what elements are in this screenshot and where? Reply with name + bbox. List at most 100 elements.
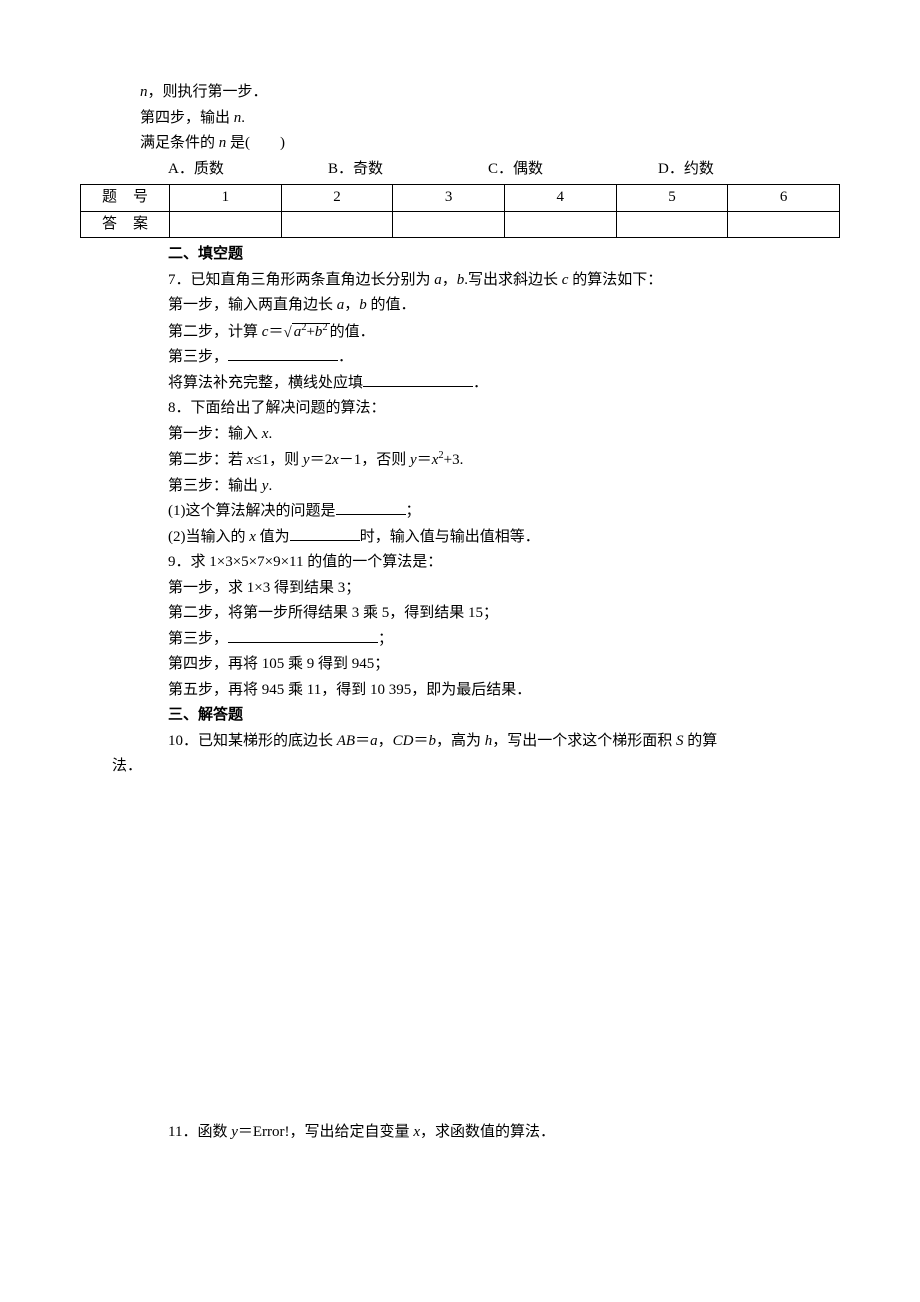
text: ≤1，则 bbox=[253, 452, 302, 468]
row-label: 题号 bbox=[81, 185, 170, 212]
q7-s1: 第一步，输入两直角边长 a，b 的值． bbox=[140, 293, 840, 319]
text: 将算法补充完整，横线处应填 bbox=[168, 375, 363, 391]
answer-cell bbox=[616, 211, 728, 238]
blank bbox=[228, 627, 378, 643]
text: ， bbox=[344, 297, 359, 313]
text: (2)当输入的 bbox=[168, 529, 249, 545]
text: ； bbox=[406, 503, 421, 519]
intro-line-1: n，则执行第一步． bbox=[140, 80, 840, 106]
col-num: 1 bbox=[170, 185, 282, 212]
text: 的算法如下： bbox=[568, 272, 662, 288]
choice-d: D．约数 bbox=[658, 157, 778, 183]
col-num: 4 bbox=[504, 185, 616, 212]
text: 的值． bbox=[367, 297, 416, 313]
q11-block: 11．函数 y＝Error!，写出给定自变量 x，求函数值的算法． bbox=[80, 1120, 840, 1146]
text: 11．函数 bbox=[168, 1124, 231, 1140]
text: 第二步：若 bbox=[168, 452, 247, 468]
var-ab: AB bbox=[337, 733, 355, 749]
text: 的值． bbox=[330, 324, 375, 340]
var-n: n bbox=[140, 84, 148, 100]
var-b: b bbox=[428, 733, 436, 749]
section-2-title: 二、填空题 bbox=[140, 242, 840, 268]
plus: + bbox=[306, 324, 314, 340]
text: 满足条件的 bbox=[140, 135, 219, 151]
q9-s3: 第三步， ； bbox=[140, 627, 840, 653]
var-cd: CD bbox=[393, 733, 414, 749]
blank bbox=[363, 371, 473, 387]
text: . bbox=[241, 110, 245, 126]
text: 的算 bbox=[684, 733, 718, 749]
text: ，高为 bbox=[436, 733, 485, 749]
q10-line1: 10．已知某梯形的底边长 AB＝a，CD＝b，高为 h，写出一个求这个梯形面积 … bbox=[140, 729, 840, 755]
var-x: x bbox=[332, 452, 339, 468]
sqrt-icon: a2+b2 bbox=[283, 319, 329, 346]
text: .写出求斜边长 bbox=[464, 272, 562, 288]
row-label: 答案 bbox=[81, 211, 170, 238]
eq: ＝ bbox=[355, 733, 370, 749]
col-num: 6 bbox=[728, 185, 840, 212]
text: 第三步， bbox=[168, 631, 228, 647]
text: 10．已知某梯形的底边长 bbox=[168, 733, 337, 749]
text: +3. bbox=[444, 452, 464, 468]
text: ，则执行第一步． bbox=[148, 84, 268, 100]
answer-table: 题号 1 2 3 4 5 6 答案 bbox=[80, 184, 840, 238]
eq: ＝ bbox=[268, 324, 283, 340]
col-num: 2 bbox=[281, 185, 393, 212]
text: ，求函数值的算法． bbox=[420, 1124, 555, 1140]
q11-line: 11．函数 y＝Error!，写出给定自变量 x，求函数值的算法． bbox=[140, 1120, 840, 1146]
q7-s3: 第三步，． bbox=[140, 345, 840, 371]
q9-head: 9．求 1×3×5×7×9×11 的值的一个算法是： bbox=[140, 550, 840, 576]
q7-s2: 第二步，计算 c＝a2+b2的值． bbox=[140, 319, 840, 346]
col-num: 5 bbox=[616, 185, 728, 212]
answer-cell bbox=[728, 211, 840, 238]
intro-line-3: 满足条件的 n 是( ) bbox=[140, 131, 840, 157]
intro-line-2: 第四步，输出 n. bbox=[140, 106, 840, 132]
q8-head: 8．下面给出了解决问题的算法： bbox=[140, 396, 840, 422]
content-block: n，则执行第一步． 第四步，输出 n. 满足条件的 n 是( ) A．质数 B．… bbox=[80, 80, 840, 182]
text: 值为 bbox=[256, 529, 290, 545]
q8-s1: 第一步：输入 x. bbox=[140, 422, 840, 448]
choice-a: A．质数 bbox=[168, 157, 328, 183]
table-row: 答案 bbox=[81, 211, 840, 238]
text: ； bbox=[378, 631, 393, 647]
var-a: a bbox=[434, 272, 442, 288]
q7-head: 7．已知直角三角形两条直角边长分别为 a，b.写出求斜边长 c 的算法如下： bbox=[140, 268, 840, 294]
q9-s4: 第四步，再将 105 乘 9 得到 945； bbox=[140, 652, 840, 678]
text: 第四步，输出 bbox=[140, 110, 234, 126]
text: . bbox=[268, 426, 272, 442]
q9-s1: 第一步，求 1×3 得到结果 3； bbox=[140, 576, 840, 602]
text: ． bbox=[338, 349, 353, 365]
answer-cell bbox=[504, 211, 616, 238]
q9-s2: 第二步，将第一步所得结果 3 乘 5，得到结果 15； bbox=[140, 601, 840, 627]
text: ，写出一个求这个梯形面积 bbox=[492, 733, 676, 749]
col-num: 3 bbox=[393, 185, 505, 212]
text: ＝ bbox=[417, 452, 432, 468]
answer-cell bbox=[170, 211, 282, 238]
text: . bbox=[268, 478, 272, 494]
answer-cell bbox=[281, 211, 393, 238]
radicand: a2+b2 bbox=[292, 323, 330, 340]
text: ，写出给定自变量 bbox=[290, 1124, 414, 1140]
text: ＝2 bbox=[310, 452, 333, 468]
var-a: a bbox=[370, 733, 378, 749]
blank bbox=[290, 525, 360, 541]
var-x: x bbox=[413, 1124, 420, 1140]
content-block-2: 二、填空题 7．已知直角三角形两条直角边长分别为 a，b.写出求斜边长 c 的算… bbox=[80, 242, 840, 754]
text: ， bbox=[442, 272, 457, 288]
text: 时，输入值与输出值相等． bbox=[360, 529, 540, 545]
q10-line2: 法． bbox=[80, 754, 840, 780]
text: 第二步，计算 bbox=[168, 324, 262, 340]
text: 第三步：输出 bbox=[168, 478, 262, 494]
var-s: S bbox=[676, 733, 684, 749]
q8-s2: 第二步：若 x≤1，则 y＝2x－1，否则 y＝x2+3. bbox=[140, 447, 840, 474]
text: ． bbox=[473, 375, 488, 391]
text: (1)这个算法解决的问题是 bbox=[168, 503, 336, 519]
section-3-title: 三、解答题 bbox=[140, 703, 840, 729]
var-y: y bbox=[410, 452, 417, 468]
q7-fill: 将算法补充完整，横线处应填 ． bbox=[140, 371, 840, 397]
text: 第一步：输入 bbox=[168, 426, 262, 442]
blank bbox=[336, 499, 406, 515]
var-y: y bbox=[231, 1124, 238, 1140]
page: n，则执行第一步． 第四步，输出 n. 满足条件的 n 是( ) A．质数 B．… bbox=[0, 0, 920, 1205]
var-x: x bbox=[249, 529, 256, 545]
